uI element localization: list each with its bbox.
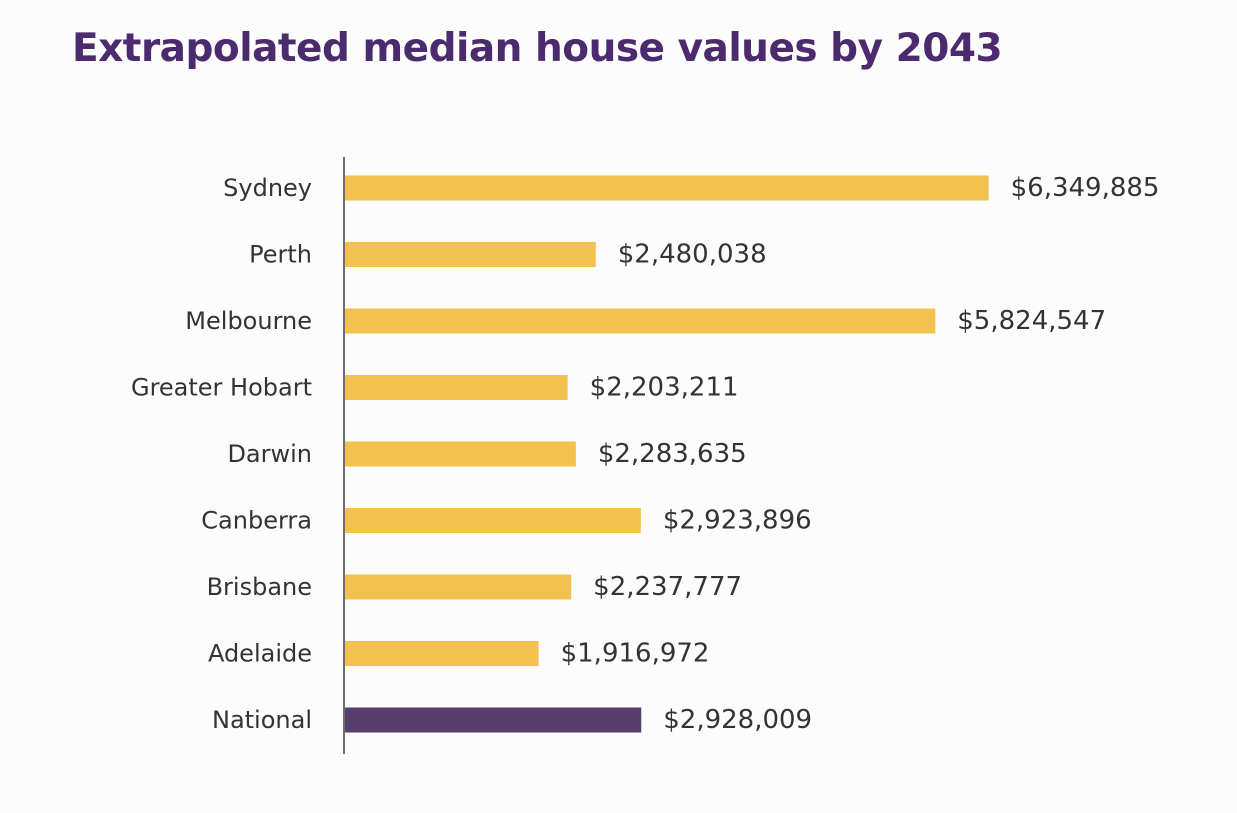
value-label-adelaide: $1,916,972 [561,639,710,669]
bar-perth [344,242,596,267]
value-label-sydney: $6,349,885 [1011,173,1160,203]
category-label-melbourne: Melbourne [185,307,312,335]
value-label-canberra: $2,923,896 [663,506,812,536]
bar-national [344,707,642,733]
bar-melbourne [344,308,936,334]
category-label-sydney: Sydney [223,174,312,202]
category-label-adelaide: Adelaide [208,640,312,668]
value-label-perth: $2,480,038 [618,240,767,270]
bar-greater-hobart [344,375,568,400]
value-label-melbourne: $5,824,547 [957,306,1106,336]
category-label-darwin: Darwin [227,440,312,468]
category-label-perth: Perth [249,241,312,269]
category-label-canberra: Canberra [201,507,312,535]
category-label-greater-hobart: Greater Hobart [131,374,312,402]
category-label-national: National [212,706,312,734]
value-label-brisbane: $2,237,777 [593,572,742,602]
value-label-darwin: $2,283,635 [598,439,747,469]
value-label-greater-hobart: $2,203,211 [590,373,739,403]
category-label-brisbane: Brisbane [207,573,312,601]
bars-layer: Sydney $6,349,885 Perth $2,480,038 Melbourne… [131,173,1160,735]
bar-sydney [344,175,989,201]
bar-adelaide [344,641,539,666]
value-label-national: $2,928,009 [663,705,812,735]
bar-darwin [344,441,576,467]
bar-brisbane [344,574,572,600]
chart-title: Extrapolated median house values by 2043 [72,26,1003,71]
bar-canberra [344,508,641,533]
